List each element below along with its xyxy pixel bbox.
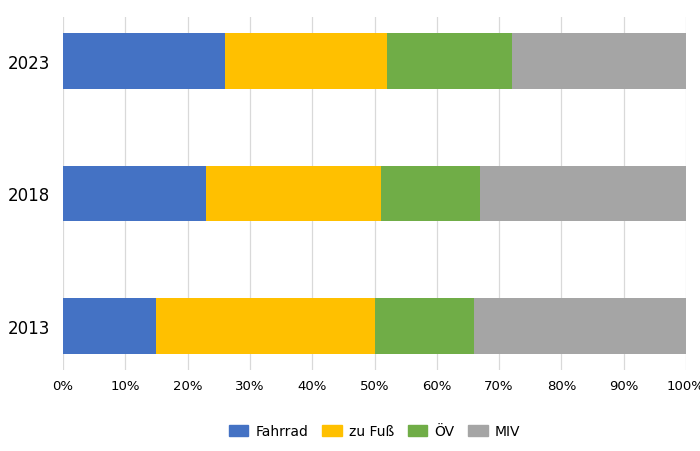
Bar (512, 34, 686, 90)
Bar (206, 166, 381, 222)
Bar (387, 34, 512, 90)
Bar (63, 298, 156, 354)
Bar (381, 166, 480, 222)
Bar (374, 298, 474, 354)
Bar (225, 34, 387, 90)
Bar (156, 298, 374, 354)
Bar (63, 34, 225, 90)
Bar (474, 298, 686, 354)
Bar (63, 166, 206, 222)
Legend: Fahrrad, zu Fuß, ÖV, MIV: Fahrrad, zu Fuß, ÖV, MIV (223, 419, 526, 444)
Bar (480, 166, 686, 222)
